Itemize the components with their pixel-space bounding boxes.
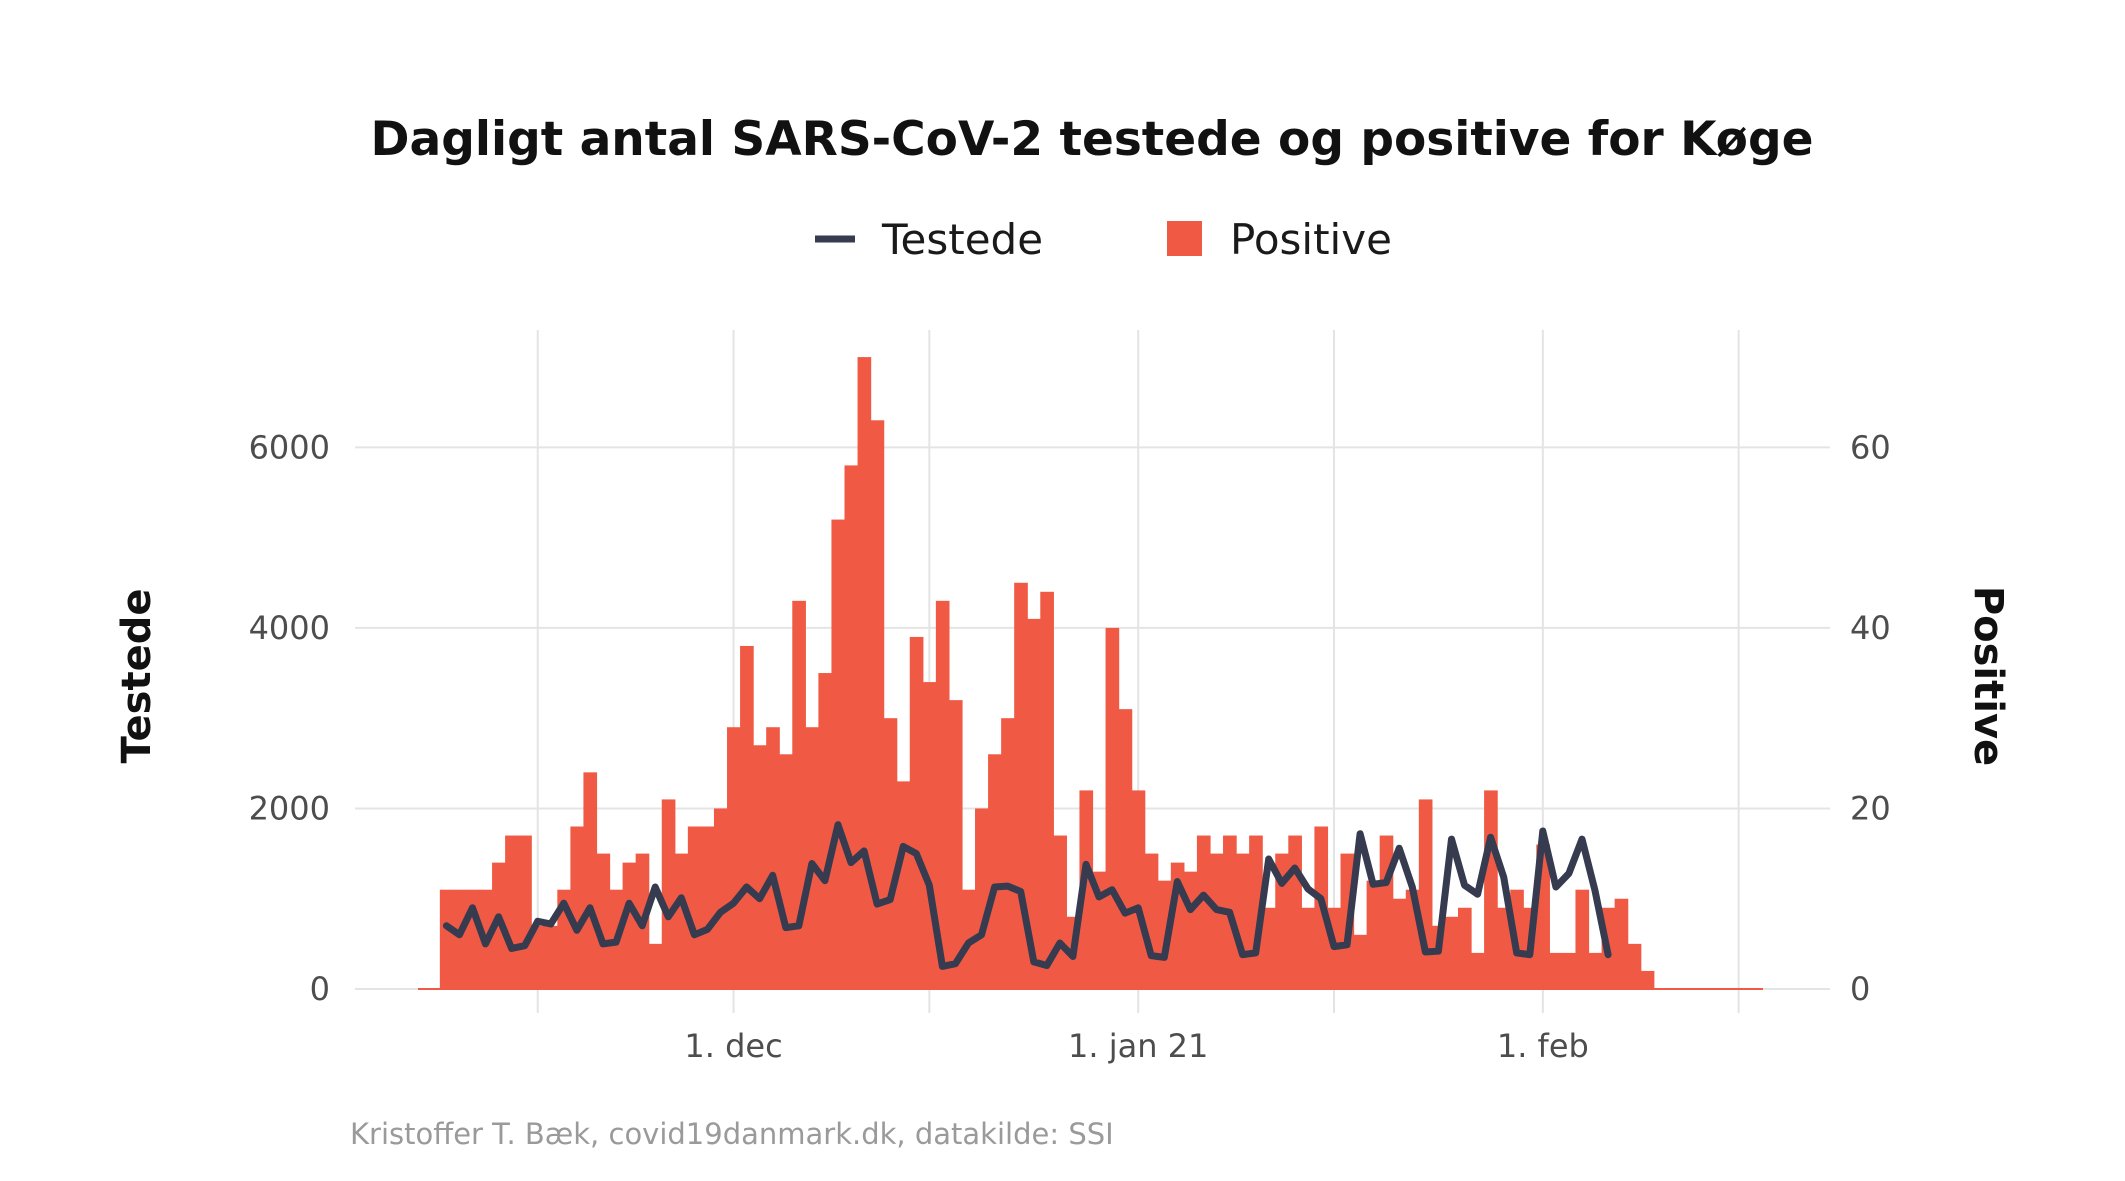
positive-bar xyxy=(1027,618,1041,989)
positive-bar xyxy=(1444,916,1459,989)
positive-bar xyxy=(1614,898,1629,989)
legend: Testede Positive xyxy=(815,215,1392,264)
positive-bar xyxy=(975,808,989,989)
left-tick-label: 6000 xyxy=(249,428,330,466)
positive-bar xyxy=(1105,627,1120,989)
positive-bar xyxy=(713,808,728,989)
legend-positive-swatch xyxy=(1167,221,1202,256)
positive-bar xyxy=(1588,952,1603,989)
positive-bar xyxy=(1001,718,1015,989)
positive-bar xyxy=(1288,835,1302,989)
positive-bar xyxy=(805,727,819,989)
positive-bar xyxy=(544,925,558,989)
positive-bar xyxy=(831,519,846,989)
positive-bar xyxy=(452,889,467,989)
positive-bar xyxy=(648,943,663,989)
positive-bar xyxy=(948,700,963,989)
positive-bar xyxy=(1301,907,1316,989)
positive-bar xyxy=(1144,853,1159,989)
positive-bar xyxy=(1157,880,1172,989)
positive-bar xyxy=(622,862,637,989)
positive-bar xyxy=(1457,907,1472,989)
chart-title: Dagligt antal SARS-CoV-2 testede og posi… xyxy=(371,112,1814,167)
right-tick-label: 40 xyxy=(1850,609,1891,647)
positive-bar xyxy=(1196,835,1211,989)
positive-bar xyxy=(870,420,885,989)
positive-bar xyxy=(1471,952,1485,989)
positive-bar xyxy=(935,600,950,989)
positive-bar xyxy=(1092,871,1107,989)
positive-bar xyxy=(1131,790,1146,989)
positive-bar xyxy=(883,718,898,989)
positive-bar xyxy=(988,754,1002,989)
legend-testede-label: Testede xyxy=(881,215,1043,264)
caption: Kristoffer T. Bæk, covid19danmark.dk, da… xyxy=(350,1117,1114,1151)
positive-bar xyxy=(1262,907,1276,989)
positive-bar xyxy=(505,835,519,989)
positive-bar xyxy=(1484,790,1498,989)
positive-bar xyxy=(1236,853,1250,989)
positive-bar xyxy=(1549,952,1564,989)
positive-bar xyxy=(1183,871,1198,989)
positive-bar xyxy=(753,745,767,989)
positive-bar xyxy=(700,826,715,989)
x-tick-label: 1. dec xyxy=(684,1027,782,1065)
positive-bar xyxy=(1053,835,1067,989)
positive-bar xyxy=(674,853,689,989)
positive-bar xyxy=(687,826,702,989)
positive-bar xyxy=(1392,898,1407,989)
positive-bar xyxy=(857,357,872,990)
testede-line-group xyxy=(442,821,1612,970)
positive-bar xyxy=(596,853,611,989)
positive-bar xyxy=(439,889,454,989)
x-axis-ticks: 1. dec 1. jan 21 1. feb xyxy=(684,1027,1588,1065)
positive-bar xyxy=(531,925,545,989)
positive-bar xyxy=(727,727,741,989)
positive-bar xyxy=(1353,934,1368,989)
positive-bar xyxy=(844,465,859,989)
positive-bar xyxy=(1366,880,1381,989)
positive-bar xyxy=(583,772,598,989)
positive-bar xyxy=(518,835,532,989)
right-axis-title: Positive xyxy=(1965,586,2011,766)
positive-bar xyxy=(1079,790,1094,989)
positive-bar xyxy=(570,826,585,989)
right-tick-label: 0 xyxy=(1850,970,1870,1008)
positive-bar xyxy=(661,799,676,989)
positive-bars xyxy=(439,357,1655,990)
right-tick-label: 20 xyxy=(1850,789,1891,827)
legend-positive-label: Positive xyxy=(1230,215,1392,264)
positive-bar xyxy=(896,781,911,989)
x-tick-label: 1. feb xyxy=(1497,1027,1589,1065)
positive-bar xyxy=(1562,952,1577,989)
positive-bar xyxy=(1209,853,1224,989)
positive-bar xyxy=(1418,799,1433,989)
positive-bar xyxy=(792,600,806,989)
right-tick-label: 60 xyxy=(1850,428,1891,466)
positive-bar xyxy=(909,636,924,989)
positive-bar xyxy=(1640,970,1655,989)
x-tick-label: 1. jan 21 xyxy=(1068,1027,1208,1065)
positive-bar xyxy=(779,754,793,989)
positive-bar xyxy=(740,645,754,989)
left-tick-label: 4000 xyxy=(249,609,330,647)
positive-bar xyxy=(1627,943,1642,989)
positive-bar xyxy=(818,673,833,989)
positive-bar xyxy=(922,682,937,989)
left-tick-label: 2000 xyxy=(249,789,330,827)
left-tick-label: 0 xyxy=(310,970,330,1008)
positive-bar xyxy=(1118,709,1133,989)
positive-bar xyxy=(1575,889,1590,989)
left-axis-title: Testede xyxy=(114,589,160,764)
positive-bar xyxy=(1379,835,1394,989)
testede-line xyxy=(442,821,1612,970)
positive-bar xyxy=(1497,907,1511,989)
positive-bar xyxy=(1275,853,1289,989)
left-axis-ticks: 0 2000 4000 6000 xyxy=(249,428,330,1008)
positive-bar xyxy=(766,727,780,989)
positive-bar xyxy=(1040,591,1054,989)
right-axis-ticks: 0 20 40 60 xyxy=(1850,428,1891,1008)
